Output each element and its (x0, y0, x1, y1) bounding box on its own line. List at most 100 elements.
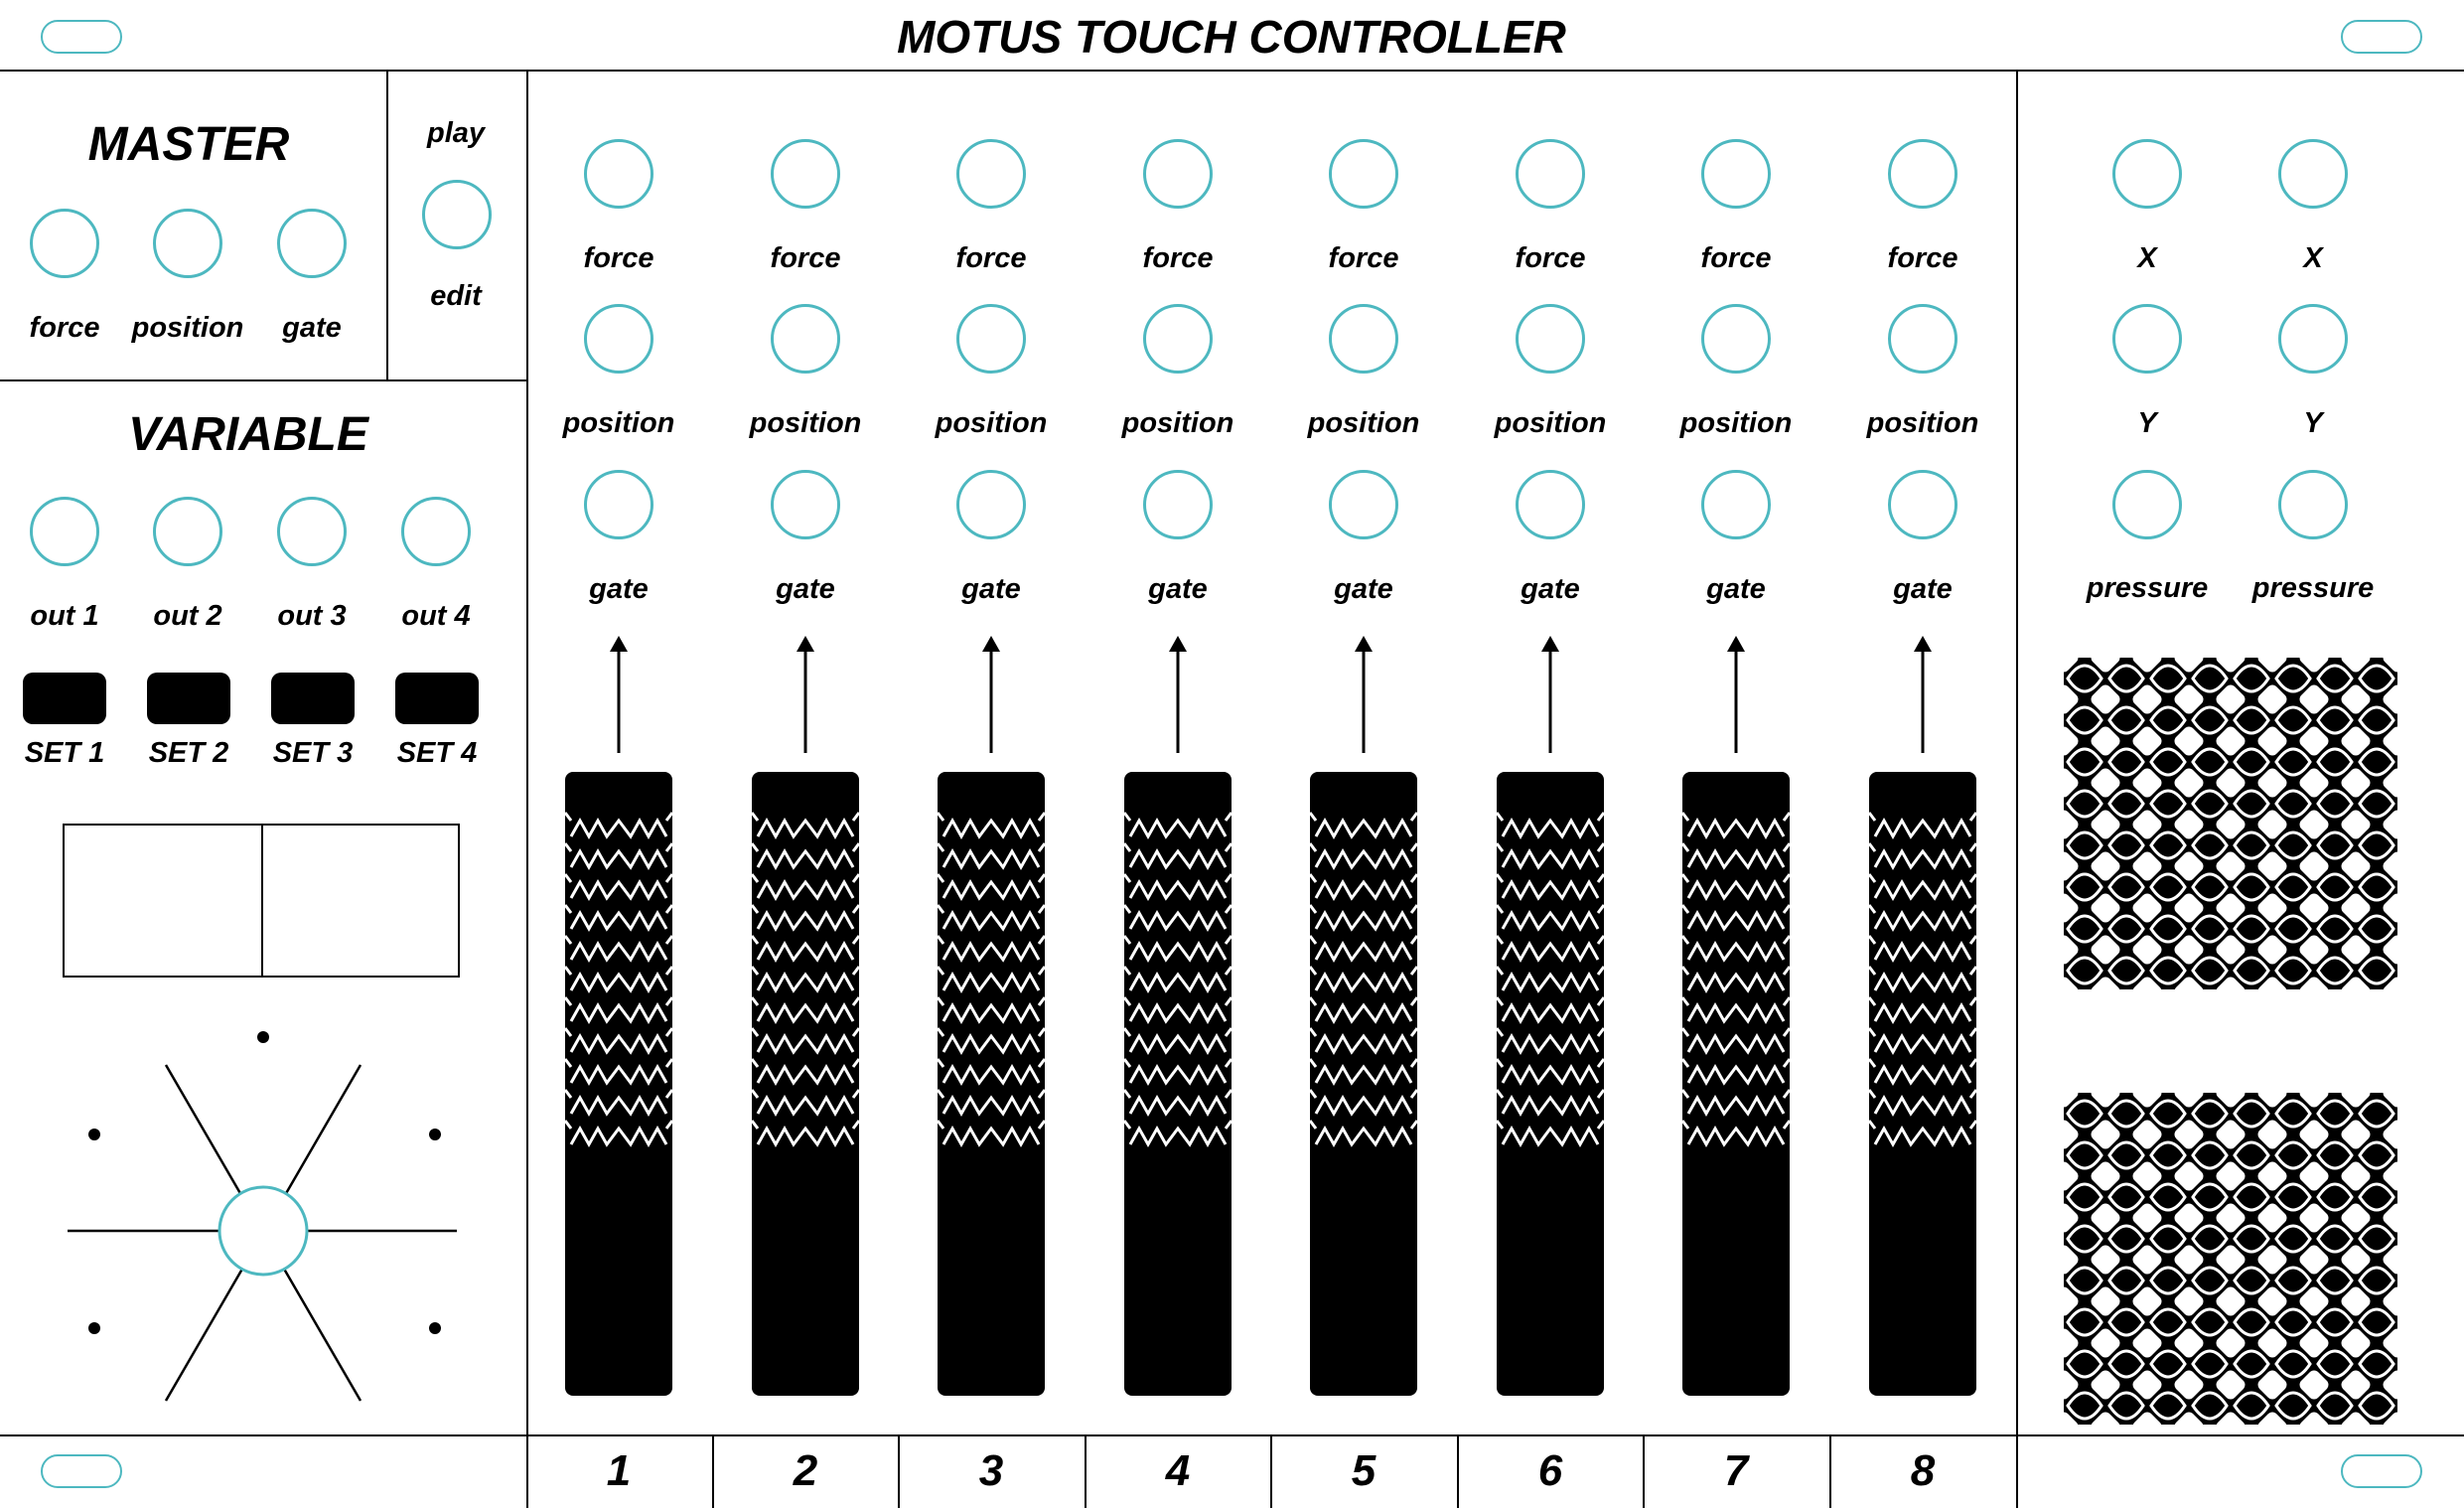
channel-4-force-jack[interactable] (1143, 139, 1213, 209)
pad-1-y-label: Y (2137, 407, 2157, 439)
channel-2-gate-jack[interactable] (771, 470, 840, 539)
pad-1-x-jack[interactable] (2112, 139, 2182, 209)
channel-number-divider (1270, 1434, 1272, 1508)
channel-7-position-jack[interactable] (1701, 304, 1771, 374)
channel-8-touch-strip[interactable] (1869, 772, 1976, 1396)
channel-number-divider (712, 1434, 714, 1508)
channel-3-touch-strip[interactable] (938, 772, 1045, 1396)
out-4-label: out 4 (401, 600, 471, 632)
channel-6-force-jack[interactable] (1516, 139, 1585, 209)
channel-6-position-label: position (1494, 407, 1607, 439)
up-arrow-icon (1355, 636, 1373, 753)
channel-8-gate-jack[interactable] (1888, 470, 1957, 539)
left-section-divider (526, 70, 528, 1508)
play-label: play (426, 117, 486, 149)
out-2-label: out 2 (153, 600, 222, 632)
channel-1-position-jack[interactable] (584, 304, 653, 374)
channel-2-number: 2 (793, 1446, 818, 1495)
xy-touch-pad-2[interactable] (2064, 1093, 2397, 1425)
up-arrow-icon (610, 636, 628, 753)
rotary-knob[interactable] (217, 1185, 309, 1277)
xy-touch-pad-1[interactable] (2064, 658, 2397, 989)
channel-1-position-label: position (562, 407, 675, 439)
master-force-jack[interactable] (30, 209, 99, 278)
set-2-button[interactable] (147, 673, 230, 724)
footer-divider (0, 1434, 2464, 1436)
channel-6-position-jack[interactable] (1516, 304, 1585, 374)
pad-2-x-jack[interactable] (2278, 139, 2348, 209)
channel-2-force-jack[interactable] (771, 139, 840, 209)
variable-out-1-jack[interactable] (30, 497, 99, 566)
set-3-button[interactable] (271, 673, 355, 724)
channel-7-gate-label: gate (1706, 573, 1766, 605)
selector-position-dot (88, 1129, 100, 1140)
channel-4-position-label: position (1121, 407, 1234, 439)
channel-4-gate-label: gate (1148, 573, 1208, 605)
selector-position-dot (429, 1322, 441, 1334)
channel-6-gate-jack[interactable] (1516, 470, 1585, 539)
channel-2-position-label: position (749, 407, 862, 439)
channel-7-number: 7 (1723, 1446, 1749, 1495)
set-1-button[interactable] (23, 673, 106, 724)
mounting-screw-top-left (41, 20, 122, 54)
channel-5-force-jack[interactable] (1329, 139, 1398, 209)
channel-1-force-jack[interactable] (584, 139, 653, 209)
channel-3-number: 3 (978, 1446, 1004, 1495)
up-arrow-icon (1541, 636, 1559, 753)
pad-2-pressure-jack[interactable] (2278, 470, 2348, 539)
selector-position-dot (88, 1322, 100, 1334)
channel-6-touch-strip[interactable] (1497, 772, 1604, 1396)
pad-1-pressure-jack[interactable] (2112, 470, 2182, 539)
channel-5-touch-strip[interactable] (1310, 772, 1417, 1396)
edit-label: edit (430, 280, 482, 312)
master-variable-divider (0, 379, 527, 381)
pad-2-y-jack[interactable] (2278, 304, 2348, 374)
channel-8-number: 8 (1910, 1446, 1936, 1495)
set-4-button[interactable] (395, 673, 479, 724)
play-edit-button[interactable] (422, 180, 492, 249)
channel-3-gate-label: gate (961, 573, 1021, 605)
master-gate-jack[interactable] (277, 209, 347, 278)
channel-7-touch-strip[interactable] (1682, 772, 1790, 1396)
out-1-label: out 1 (30, 600, 99, 632)
channel-2-gate-label: gate (776, 573, 835, 605)
mounting-screw-bottom-left (41, 1454, 122, 1488)
right-section-divider (2016, 70, 2018, 1508)
channel-1-gate-jack[interactable] (584, 470, 653, 539)
channel-7-position-label: position (1679, 407, 1793, 439)
channel-3-gate-jack[interactable] (956, 470, 1026, 539)
channel-1-number: 1 (606, 1446, 632, 1495)
master-position-jack[interactable] (153, 209, 222, 278)
channel-5-position-jack[interactable] (1329, 304, 1398, 374)
variable-out-4-jack[interactable] (401, 497, 471, 566)
channel-3-position-jack[interactable] (956, 304, 1026, 374)
channel-2-force-label: force (770, 242, 841, 274)
channel-2-position-jack[interactable] (771, 304, 840, 374)
channel-8-position-jack[interactable] (1888, 304, 1957, 374)
channel-4-touch-strip[interactable] (1124, 772, 1232, 1396)
master-heading: MASTER (87, 118, 290, 171)
channel-8-gate-label: gate (1893, 573, 1953, 605)
pad-1-y-jack[interactable] (2112, 304, 2182, 374)
channel-4-position-jack[interactable] (1143, 304, 1213, 374)
channel-7-force-jack[interactable] (1701, 139, 1771, 209)
channel-4-gate-jack[interactable] (1143, 470, 1213, 539)
rotary-selector[interactable] (60, 1023, 477, 1411)
panel-title: MOTUS TOUCH CONTROLLER (897, 11, 1566, 63)
channel-2-touch-strip[interactable] (752, 772, 859, 1396)
display-divider (261, 826, 263, 976)
up-arrow-icon (797, 636, 814, 753)
channel-1-touch-strip[interactable] (565, 772, 672, 1396)
channel-3-force-jack[interactable] (956, 139, 1026, 209)
header-divider (0, 70, 2464, 72)
channel-6-number: 6 (1537, 1446, 1563, 1495)
selector-position-dot (429, 1129, 441, 1140)
up-arrow-icon (1727, 636, 1745, 753)
channel-5-gate-jack[interactable] (1329, 470, 1398, 539)
mounting-screw-top-right (2341, 20, 2422, 54)
variable-out-2-jack[interactable] (153, 497, 222, 566)
variable-out-3-jack[interactable] (277, 497, 347, 566)
channel-7-gate-jack[interactable] (1701, 470, 1771, 539)
channel-8-force-jack[interactable] (1888, 139, 1957, 209)
channel-1-gate-label: gate (589, 573, 649, 605)
